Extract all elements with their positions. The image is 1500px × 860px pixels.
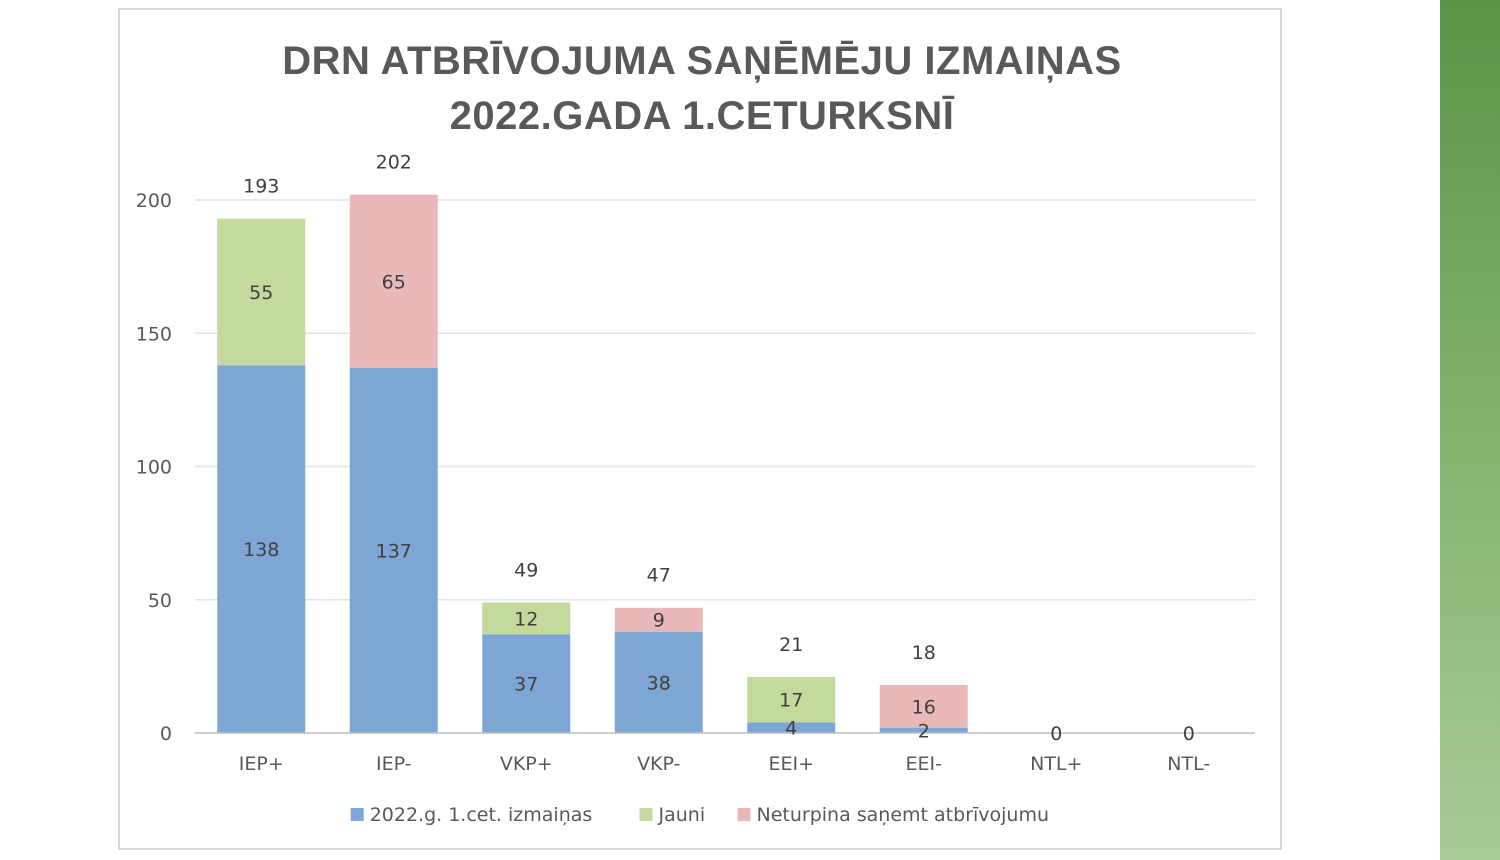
total-label: 18 [912,642,936,664]
legend-label: Jauni [658,804,706,826]
data-label-new: 12 [514,608,538,630]
category-label: EEI+ [768,753,814,775]
data-label-change: 4 [785,718,797,740]
category-label: IEP- [376,753,412,775]
y-tick-label: 50 [148,590,172,612]
data-label-change: 137 [376,540,412,562]
chart-title: DRN ATBRĪVOJUMA SAŅĒMĒJU IZMAIŅAS 2022.G… [120,34,1284,144]
data-label-change: 2 [918,720,930,742]
y-tick-label: 200 [136,190,172,212]
y-tick-label: 150 [136,323,172,345]
bar-stop [614,607,703,632]
total-label: 49 [514,559,538,581]
data-label-change: 38 [647,672,671,694]
bar-change [217,365,306,733]
total-label: 47 [647,565,671,587]
category-label: NTL- [1167,753,1210,775]
total-label: 202 [376,152,412,174]
data-label-change: 138 [243,539,279,561]
category-label: VKP+ [500,753,553,775]
category-label: VKP- [637,753,680,775]
category-label: IEP+ [239,753,284,775]
bar-stop [349,194,438,368]
bar-change [349,367,438,733]
bars [217,194,968,733]
decorative-green-band [1440,0,1500,860]
total-label: 193 [243,176,279,198]
bar-stop [879,685,968,728]
total-label: 0 [1050,723,1062,745]
data-label-stop: 65 [382,271,406,293]
bar-new [482,602,571,635]
bar-change [482,634,571,733]
data-label-change: 37 [514,674,538,696]
bar-change [614,631,703,733]
bar-new [217,218,306,366]
data-label-new: 55 [249,282,273,304]
chart-title-line-2: 2022.GADA 1.CETURKSNĪ [449,94,955,138]
legend-swatch [737,808,751,821]
legend-swatch [639,808,653,821]
bar-change [879,727,968,733]
data-label-new: 17 [779,690,803,712]
legend-swatch [350,808,364,821]
total-label: 0 [1183,723,1195,745]
data-label-stop: 16 [912,696,936,718]
data-label-stop: 9 [653,610,665,632]
legend: 2022.g. 1.cet. izmaiņas Jauni Neturpina sa… [350,804,1050,826]
legend-label: Neturpina saņemt atbrīvojumu [757,804,1050,826]
category-label: EEI- [906,753,942,775]
chart-title-line-1: DRN ATBRĪVOJUMA SAŅĒMĒJU IZMAIŅAS [282,39,1122,83]
category-label: NTL+ [1030,753,1082,775]
bar-change [747,722,836,733]
bar-new [747,677,836,723]
total-label: 21 [779,634,803,656]
legend-label: 2022.g. 1.cet. izmaiņas [370,804,593,826]
labels: 05010015020013855193IEP+13765202IEP-3712… [136,152,1210,775]
y-tick-label: 100 [136,457,172,479]
y-tick-label: 0 [160,723,172,745]
